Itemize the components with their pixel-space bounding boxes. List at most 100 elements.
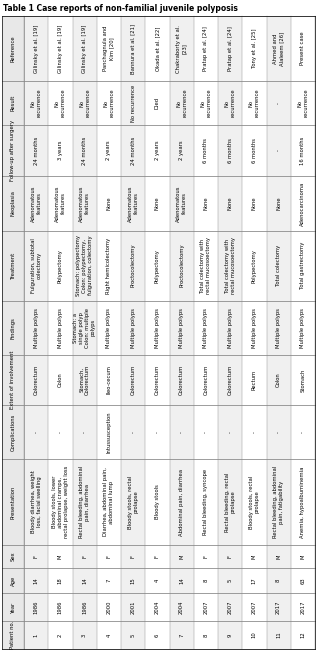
Bar (291, 593, 315, 621)
Text: Total colectomy with
rectal mucosoectomy: Total colectomy with rectal mucosoectomy (225, 237, 236, 294)
Bar (267, 568, 291, 593)
Bar (194, 176, 218, 230)
Bar (97, 593, 121, 621)
Bar (73, 81, 97, 125)
Bar (97, 16, 121, 81)
Text: 1986: 1986 (34, 600, 39, 614)
Bar (97, 459, 121, 545)
Bar (242, 16, 267, 81)
Bar (194, 545, 218, 568)
Text: Multiple polyps: Multiple polyps (204, 308, 208, 348)
Text: 2004: 2004 (179, 600, 184, 614)
Text: 2004: 2004 (155, 600, 160, 614)
Bar (194, 81, 218, 125)
Bar (291, 301, 315, 355)
Text: 14: 14 (82, 577, 87, 584)
Text: -: - (252, 431, 257, 433)
Text: 4: 4 (107, 633, 111, 637)
Bar (291, 568, 315, 593)
Text: Rectal bleeding, rectal
prolapse: Rectal bleeding, rectal prolapse (225, 473, 236, 532)
Text: Total colectomy with
rectal mucosoectomy: Total colectomy with rectal mucosoectomy (200, 237, 211, 294)
Text: Findings: Findings (10, 317, 16, 339)
Bar (242, 593, 267, 621)
Bar (218, 593, 242, 621)
Text: None: None (228, 197, 233, 210)
Bar (170, 621, 194, 649)
Text: 9: 9 (228, 633, 233, 637)
Text: Bloody stools, rectal
prolapse: Bloody stools, rectal prolapse (128, 475, 139, 529)
Bar (242, 355, 267, 405)
Text: No recurrence: No recurrence (131, 85, 136, 122)
Bar (2, 16, 24, 81)
Bar (121, 459, 145, 545)
Bar (2, 568, 24, 593)
Text: Stomach: a
single polyp
Colon: multiple
polyps: Stomach: a single polyp Colon: multiple … (74, 308, 96, 348)
Bar (170, 81, 194, 125)
Text: Treatment: Treatment (10, 252, 16, 279)
Bar (194, 355, 218, 405)
Text: M: M (276, 554, 281, 559)
Text: 3 years: 3 years (58, 141, 63, 160)
Text: Presentation: Presentation (10, 486, 16, 519)
Bar (291, 16, 315, 81)
Text: No
recurrence: No recurrence (225, 89, 236, 117)
Text: Result: Result (10, 95, 16, 111)
Bar (48, 621, 73, 649)
Text: 16 months: 16 months (301, 136, 305, 165)
Text: Bloody stools, lower
abdominal cramps,
rectal prolapse, weight loss: Bloody stools, lower abdominal cramps, r… (52, 466, 69, 538)
Text: 5: 5 (131, 633, 136, 637)
Text: Adenomatous
features: Adenomatous features (31, 185, 42, 221)
Bar (194, 593, 218, 621)
Text: No
recurrence: No recurrence (31, 89, 42, 117)
Text: Chakraborty et al.
[23]: Chakraborty et al. [23] (176, 25, 187, 73)
Bar (97, 405, 121, 459)
Text: -: - (131, 431, 136, 433)
Bar (145, 355, 170, 405)
Bar (267, 230, 291, 301)
Bar (267, 16, 291, 81)
Text: Anemia, hypoalbuminemia: Anemia, hypoalbuminemia (301, 466, 305, 538)
Text: Colon: Colon (58, 372, 63, 387)
Bar (218, 459, 242, 545)
Bar (291, 545, 315, 568)
Text: -: - (82, 431, 87, 433)
Text: 2007: 2007 (252, 600, 257, 614)
Bar (242, 230, 267, 301)
Bar (24, 459, 48, 545)
Bar (121, 230, 145, 301)
Bar (242, 125, 267, 176)
Text: No
recurrence: No recurrence (200, 89, 211, 117)
Bar (73, 405, 97, 459)
Text: Rectum: Rectum (252, 370, 257, 390)
Bar (170, 16, 194, 81)
Bar (48, 125, 73, 176)
Text: Extent of involvement: Extent of involvement (10, 351, 16, 409)
Bar (48, 16, 73, 81)
Bar (194, 568, 218, 593)
Text: Colorectum: Colorectum (131, 365, 136, 395)
Bar (218, 355, 242, 405)
Text: Multiple polyps: Multiple polyps (301, 308, 305, 348)
Text: Proctocolectomy: Proctocolectomy (131, 244, 136, 288)
Text: -: - (179, 431, 184, 433)
Bar (170, 230, 194, 301)
Text: Pratap et al. [24]: Pratap et al. [24] (204, 26, 208, 71)
Bar (48, 593, 73, 621)
Text: No
recurrence: No recurrence (176, 89, 187, 117)
Bar (218, 405, 242, 459)
Text: M: M (179, 554, 184, 559)
Bar (170, 405, 194, 459)
Text: 1986: 1986 (58, 600, 63, 614)
Bar (218, 16, 242, 81)
Text: Bloody stools: Bloody stools (155, 484, 160, 519)
Bar (24, 545, 48, 568)
Text: None: None (252, 197, 257, 210)
Bar (267, 125, 291, 176)
Text: 3: 3 (82, 633, 87, 637)
Text: F: F (82, 555, 87, 558)
Text: Rectal bleeding, abdominal
pain, diarrhea: Rectal bleeding, abdominal pain, diarrhe… (79, 466, 90, 538)
Bar (145, 125, 170, 176)
Bar (24, 355, 48, 405)
Bar (145, 593, 170, 621)
Text: 2001: 2001 (131, 600, 136, 614)
